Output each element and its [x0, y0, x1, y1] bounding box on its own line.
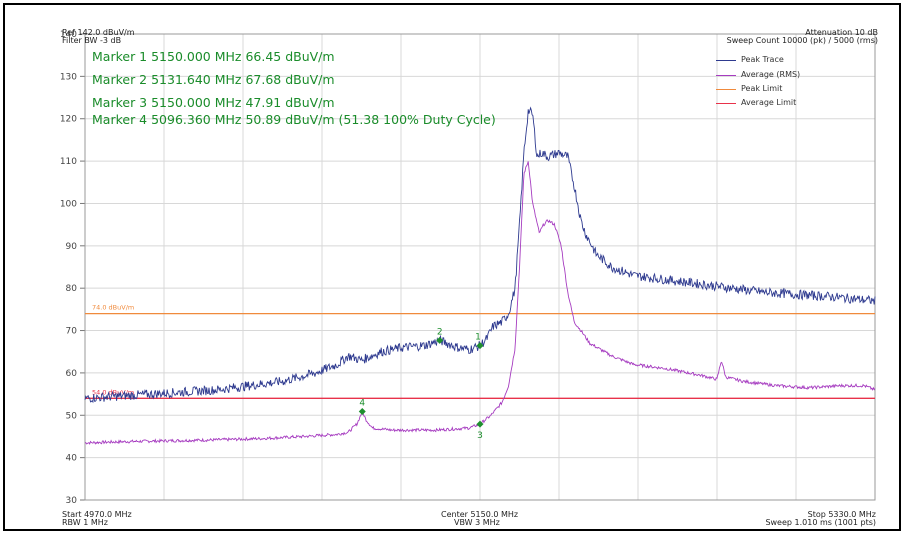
sweep-time-label: Sweep 1.010 ms (1001 pts) — [765, 518, 876, 527]
marker-4-readout: Marker 4 5096.360 MHz 50.89 dBuV/m (51.3… — [92, 112, 496, 127]
y-tick-label: 110 — [60, 157, 77, 167]
y-tick-label: 120 — [60, 115, 77, 125]
stop-frequency-label: Stop 5330.0 MHz — [807, 510, 876, 519]
attenuation-label: Attenuation 10 dB — [805, 28, 878, 37]
marker-4-diamond — [358, 408, 366, 416]
peak-limit-label: 74.0 dBuV/m — [92, 304, 134, 312]
y-tick-label: 90 — [66, 242, 78, 252]
legend-peak-limit: Peak Limit — [741, 84, 783, 93]
y-tick-label: 80 — [66, 284, 78, 294]
legend-average-limit: Average Limit — [741, 98, 797, 107]
marker-1-label: 1 — [475, 333, 481, 343]
ref-level-label: Ref 142.0 dBuV/m — [62, 28, 135, 37]
marker-2-readout: Marker 2 5131.640 MHz 67.68 dBuV/m — [92, 72, 335, 87]
marker-3-diamond — [476, 420, 484, 428]
sweep-count-label: Sweep Count 10000 (pk) / 5000 (rms) — [726, 36, 878, 45]
y-tick-label: 40 — [66, 454, 78, 464]
marker-4-label: 4 — [359, 399, 365, 409]
y-tick-label: 100 — [60, 199, 77, 209]
legend-swatch-average — [716, 75, 736, 76]
marker-1-diamond — [476, 342, 484, 350]
legend-swatch-peak — [716, 60, 736, 61]
chart-frame — [3, 3, 901, 531]
center-frequency-label: Center 5150.0 MHz — [441, 510, 519, 519]
y-tick-label: 140 — [60, 30, 77, 40]
start-frequency-label: Start 4970.0 MHz — [62, 510, 132, 519]
legend-peak-trace: Peak Trace — [741, 55, 784, 64]
average-limit-label: 54.0 dBuV/m — [92, 388, 134, 396]
y-tick-label: 130 — [60, 72, 77, 82]
plot-area-border — [84, 33, 876, 501]
legend-swatch-peak-limit — [716, 89, 736, 90]
marker-3-readout: Marker 3 5150.000 MHz 47.91 dBuV/m — [92, 95, 335, 110]
y-tick-label: 60 — [66, 369, 78, 379]
marker-2-label: 2 — [437, 327, 443, 337]
marker-3-label: 3 — [477, 431, 483, 441]
filter-bw-label: Filter BW -3 dB — [62, 36, 122, 45]
marker-2-diamond — [436, 336, 444, 344]
marker-1-readout: Marker 1 5150.000 MHz 66.45 dBuV/m — [92, 49, 335, 64]
y-tick-label: 70 — [66, 327, 78, 337]
y-tick-label: 50 — [66, 411, 78, 421]
y-tick-label: 30 — [66, 496, 78, 506]
rbw-label: RBW 1 MHz — [62, 518, 108, 527]
vbw-label: VBW 3 MHz — [454, 518, 500, 527]
legend-average-rms: Average (RMS) — [741, 70, 801, 79]
legend-swatch-average-limit — [716, 103, 736, 104]
